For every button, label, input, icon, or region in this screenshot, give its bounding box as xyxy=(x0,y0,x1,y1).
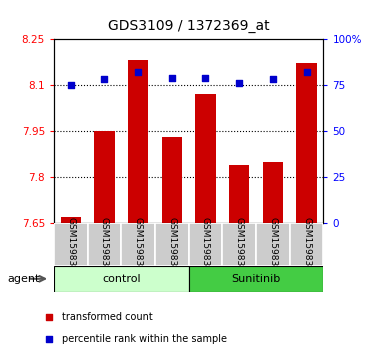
Bar xyxy=(54,266,189,292)
Text: GSM159837: GSM159837 xyxy=(268,217,277,272)
Bar xyxy=(61,217,81,223)
Bar xyxy=(121,223,155,266)
Text: GSM159835: GSM159835 xyxy=(167,217,176,272)
Point xyxy=(68,82,74,88)
Bar xyxy=(256,223,290,266)
Point xyxy=(135,69,141,75)
Bar xyxy=(162,137,182,223)
Bar xyxy=(290,223,323,266)
Point xyxy=(45,336,52,342)
Point xyxy=(169,75,175,80)
Text: GSM159834: GSM159834 xyxy=(134,217,142,272)
Point xyxy=(203,75,209,80)
Text: GSM159831: GSM159831 xyxy=(201,217,210,272)
Bar xyxy=(189,223,223,266)
Text: control: control xyxy=(102,274,141,284)
Bar xyxy=(128,61,148,223)
Bar xyxy=(54,223,88,266)
Bar xyxy=(196,94,216,223)
Point xyxy=(270,76,276,82)
Point xyxy=(45,314,52,320)
Text: GSM159833: GSM159833 xyxy=(100,217,109,272)
Bar xyxy=(296,63,316,223)
Bar xyxy=(229,165,249,223)
Point xyxy=(101,76,107,82)
Text: percentile rank within the sample: percentile rank within the sample xyxy=(62,334,227,344)
Text: transformed count: transformed count xyxy=(62,312,153,322)
Point xyxy=(236,80,242,86)
Bar xyxy=(263,162,283,223)
Text: Sunitinib: Sunitinib xyxy=(231,274,281,284)
Bar xyxy=(223,223,256,266)
Text: GSM159830: GSM159830 xyxy=(66,217,75,272)
Bar xyxy=(155,223,189,266)
Bar xyxy=(189,266,323,292)
Text: GSM159838: GSM159838 xyxy=(302,217,311,272)
Bar xyxy=(94,131,115,223)
Bar xyxy=(88,223,121,266)
Text: GSM159832: GSM159832 xyxy=(235,217,244,272)
Text: agent: agent xyxy=(8,274,40,284)
Text: GDS3109 / 1372369_at: GDS3109 / 1372369_at xyxy=(108,19,270,34)
Point xyxy=(303,69,310,75)
